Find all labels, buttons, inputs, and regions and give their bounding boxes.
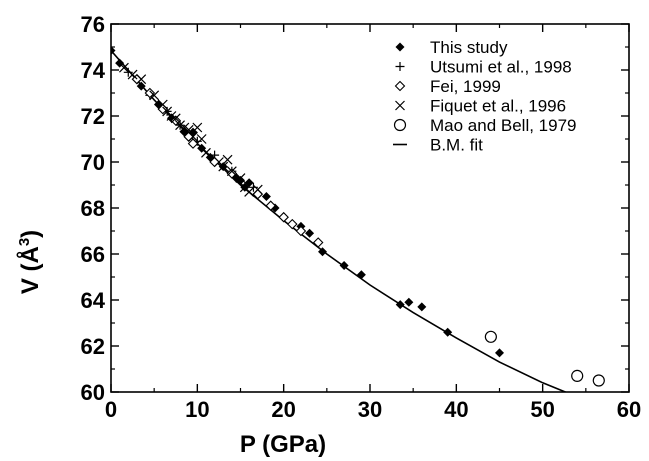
y-tick-label: 74	[81, 58, 106, 83]
y-tick-label: 68	[81, 196, 105, 221]
data-point-filled-diamond	[111, 45, 116, 55]
data-point-filled-diamond	[443, 327, 453, 337]
data-point-open-diamond	[287, 218, 298, 230]
x-tick-label: 60	[617, 397, 641, 422]
data-point-cross	[170, 113, 181, 124]
legend-symbol-open-diamond	[394, 80, 406, 92]
y-tick-label: 66	[81, 242, 105, 267]
data-point-open-diamond	[187, 138, 199, 149]
data-point-filled-diamond	[318, 247, 328, 257]
x-tick-label: 20	[271, 397, 295, 422]
y-tick-label: 72	[81, 104, 105, 129]
data-point-open-diamond	[312, 237, 324, 248]
y-tick-label: 60	[81, 380, 105, 405]
legend-label: This study	[430, 38, 508, 57]
data-point-cross	[222, 154, 233, 165]
x-axis: 0 10 20 30 40 50 60	[105, 24, 641, 422]
data-point-filled-diamond	[236, 175, 245, 185]
data-point-open-diamond	[295, 225, 307, 237]
y-axis-title-main: V (Å	[16, 246, 44, 294]
data-point-cross	[188, 131, 198, 142]
legend-label: Utsumi et al., 1998	[430, 58, 572, 77]
x-tick-label: 30	[358, 397, 382, 422]
data-point-cross	[218, 161, 229, 172]
data-point-cross	[127, 69, 138, 80]
data-point-open-diamond	[144, 87, 156, 99]
data-point-filled-diamond	[404, 297, 414, 307]
data-point-filled-diamond	[395, 300, 405, 310]
y-axis-title-close: )	[17, 230, 44, 238]
x-tick-label: 10	[185, 397, 209, 422]
data-point-filled-diamond	[417, 302, 427, 312]
legend-label: B.M. fit	[430, 136, 483, 155]
data-point-cross	[183, 124, 194, 135]
x-tick-label: 40	[444, 397, 468, 422]
data-point-open-diamond	[226, 168, 238, 179]
y-tick-label: 62	[81, 334, 105, 359]
x-tick-label: 50	[530, 397, 554, 422]
y-tick-label: 64	[81, 288, 106, 313]
plot-content	[111, 45, 605, 392]
data-point-cross	[235, 173, 246, 184]
data-point-filled-diamond	[305, 228, 315, 238]
data-point-cross	[196, 134, 207, 144]
legend-symbol-open-circle	[393, 118, 407, 132]
data-point-open-circle	[592, 374, 605, 387]
data-point-cross	[136, 74, 147, 85]
data-point-open-diamond	[265, 200, 276, 211]
legend-label: Fiquet et al., 1996	[430, 97, 566, 116]
y-tick-label: 70	[81, 150, 105, 175]
legend-label: Mao and Bell, 1979	[430, 116, 577, 135]
data-point-cross	[149, 90, 160, 101]
y-axis-title: V (Å3)	[16, 230, 44, 294]
data-point-filled-diamond	[356, 270, 366, 280]
legend-symbol-cross	[395, 100, 405, 111]
data-point-cross	[157, 99, 168, 110]
data-point-filled-diamond	[136, 81, 146, 91]
plot-area	[110, 23, 630, 393]
data-point-filled-diamond	[261, 192, 271, 201]
y-tick-label: 76	[81, 12, 105, 37]
legend-label: Fei, 1999	[430, 77, 501, 96]
x-tick-label: 0	[105, 397, 117, 422]
data-point-open-diamond	[278, 211, 289, 223]
data-point-cross	[192, 122, 203, 133]
legend-symbol-filled-diamond	[395, 42, 405, 52]
data-point-cross	[244, 186, 255, 197]
plot-frame	[110, 23, 630, 393]
data-point-filled-diamond	[339, 261, 349, 270]
data-point-open-circle	[571, 369, 584, 382]
y-axis: 60 62 64 66 68 70 72 74 76	[81, 12, 629, 405]
data-point-cross	[252, 184, 263, 195]
data-point-cross	[201, 147, 211, 158]
y-axis-title-sup: 3	[16, 238, 33, 246]
data-point-open-circle	[484, 330, 497, 343]
data-point-filled-diamond	[495, 348, 504, 358]
data-point-cross	[226, 166, 237, 177]
legend-symbol-plus	[395, 62, 405, 71]
x-axis-title: P (GPa)	[240, 431, 326, 458]
data-point-cross	[119, 62, 129, 73]
